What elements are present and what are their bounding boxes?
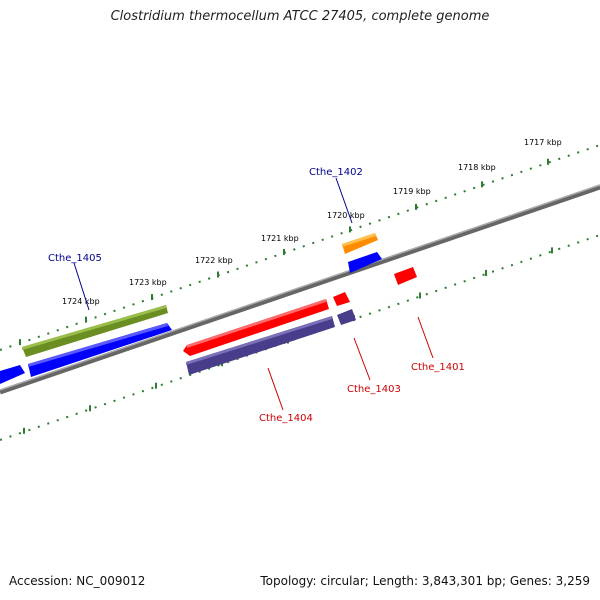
cds-left-fragment[interactable] <box>0 365 25 384</box>
gene-label-cthe-1401: Cthe_1401 <box>411 362 465 373</box>
ruler-label-1719: 1719 kbp <box>393 187 431 196</box>
gene-label-cthe-1402: Cthe_1402 <box>309 167 363 178</box>
cds-cthe-1402[interactable] <box>348 252 382 273</box>
ruler-label-1723: 1723 kbp <box>129 278 167 287</box>
ruler-label-1718: 1718 kbp <box>458 163 496 172</box>
genome-backbone-highlight <box>0 184 600 391</box>
genome-summary-text: Topology: circular; Length: 3,843,301 bp… <box>260 574 590 588</box>
gene-cthe-1403[interactable] <box>333 292 350 306</box>
gene-label-cthe-1403: Cthe_1403 <box>347 384 401 395</box>
ruler-label-1717: 1717 kbp <box>524 138 562 147</box>
map-title: Clostridium thermocellum ATCC 27405, com… <box>110 9 490 24</box>
cds-cthe-1405[interactable] <box>28 323 172 377</box>
gene-label-cthe-1405: Cthe_1405 <box>48 253 102 264</box>
ruler-label-1724: 1724 kbp <box>62 297 100 306</box>
gene-cthe-1404[interactable] <box>183 299 329 356</box>
gene-label-cthe-1404: Cthe_1404 <box>259 413 313 424</box>
gene-cthe-1401[interactable] <box>394 267 417 285</box>
cds-cthe-1405-highlight <box>28 323 168 367</box>
cds-cthe-1404[interactable] <box>186 316 335 375</box>
callout-line-cthe-1404 <box>267 367 284 411</box>
cds-cthe-1403[interactable] <box>337 309 356 325</box>
callout-line-cthe-1405 <box>73 262 90 311</box>
accession-text: Accession: NC_009012 <box>9 574 146 588</box>
callout-line-cthe-1401 <box>417 316 434 359</box>
ruler-label-1720: 1720 kbp <box>327 211 365 220</box>
ruler-label-1722: 1722 kbp <box>195 256 233 265</box>
genome-backbone <box>0 184 600 395</box>
ruler-plus <box>0 144 600 351</box>
gene-cthe-1404-highlight <box>187 299 326 348</box>
callout-line-cthe-1402 <box>335 177 353 224</box>
gene-cthe-1405-highlight <box>22 305 166 350</box>
cds-cthe-1404-highlight <box>186 316 332 365</box>
ruler-label-1721: 1721 kbp <box>261 234 299 243</box>
gene-cthe-1402-highlight <box>342 233 376 247</box>
callout-line-cthe-1403 <box>353 337 371 381</box>
